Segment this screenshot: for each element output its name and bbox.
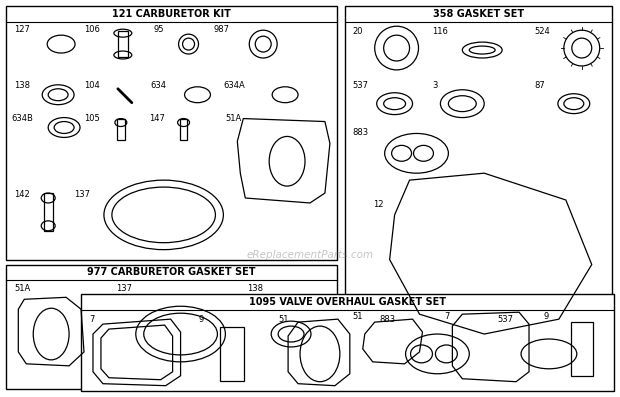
Text: 51: 51 — [353, 312, 363, 321]
Text: 883: 883 — [353, 127, 369, 137]
Text: 137: 137 — [74, 190, 90, 199]
Bar — [345, 6, 612, 384]
Text: 142: 142 — [14, 190, 30, 199]
Text: 537: 537 — [353, 81, 369, 90]
Text: 95: 95 — [154, 25, 164, 34]
Bar — [81, 294, 614, 391]
Text: 634: 634 — [151, 81, 167, 90]
Text: 20: 20 — [353, 27, 363, 36]
Text: 358 GASKET SET: 358 GASKET SET — [433, 9, 524, 19]
Text: 127: 127 — [14, 25, 30, 34]
Text: eReplacementParts.com: eReplacementParts.com — [246, 250, 374, 260]
Bar — [43, 193, 53, 231]
Text: 138: 138 — [247, 284, 264, 293]
Text: 106: 106 — [84, 25, 100, 34]
Bar — [6, 6, 337, 260]
Text: 1095 VALVE OVERHAUL GASKET SET: 1095 VALVE OVERHAUL GASKET SET — [249, 297, 446, 307]
Text: 147: 147 — [149, 114, 164, 123]
Text: 87: 87 — [534, 81, 545, 90]
Text: 105: 105 — [84, 114, 100, 123]
Text: 634B: 634B — [11, 114, 33, 123]
Text: 987: 987 — [213, 25, 229, 34]
Text: 104: 104 — [84, 81, 100, 90]
Bar — [571, 322, 593, 376]
Text: 7: 7 — [445, 312, 449, 321]
Text: 51A: 51A — [14, 284, 30, 293]
Text: 9: 9 — [544, 312, 549, 321]
Text: 116: 116 — [432, 27, 448, 36]
Text: 51: 51 — [278, 315, 289, 324]
Text: 121 CARBURETOR KIT: 121 CARBURETOR KIT — [112, 9, 231, 19]
Text: 524: 524 — [534, 27, 550, 36]
Text: 634A: 634A — [223, 81, 245, 90]
Bar — [117, 119, 125, 141]
Text: 51A: 51A — [226, 114, 242, 123]
Bar — [118, 31, 128, 57]
Text: 883: 883 — [379, 315, 396, 324]
Text: 9: 9 — [198, 315, 204, 324]
Text: 977 CARBURETOR GASKET SET: 977 CARBURETOR GASKET SET — [87, 268, 256, 278]
Text: 3: 3 — [432, 81, 438, 90]
Bar — [220, 327, 244, 381]
Text: 138: 138 — [14, 81, 30, 90]
Bar — [180, 119, 187, 141]
Text: 537: 537 — [497, 315, 513, 324]
Text: 12: 12 — [373, 200, 383, 209]
Text: 137: 137 — [116, 284, 132, 293]
Bar — [6, 264, 337, 389]
Text: 7: 7 — [89, 315, 94, 324]
